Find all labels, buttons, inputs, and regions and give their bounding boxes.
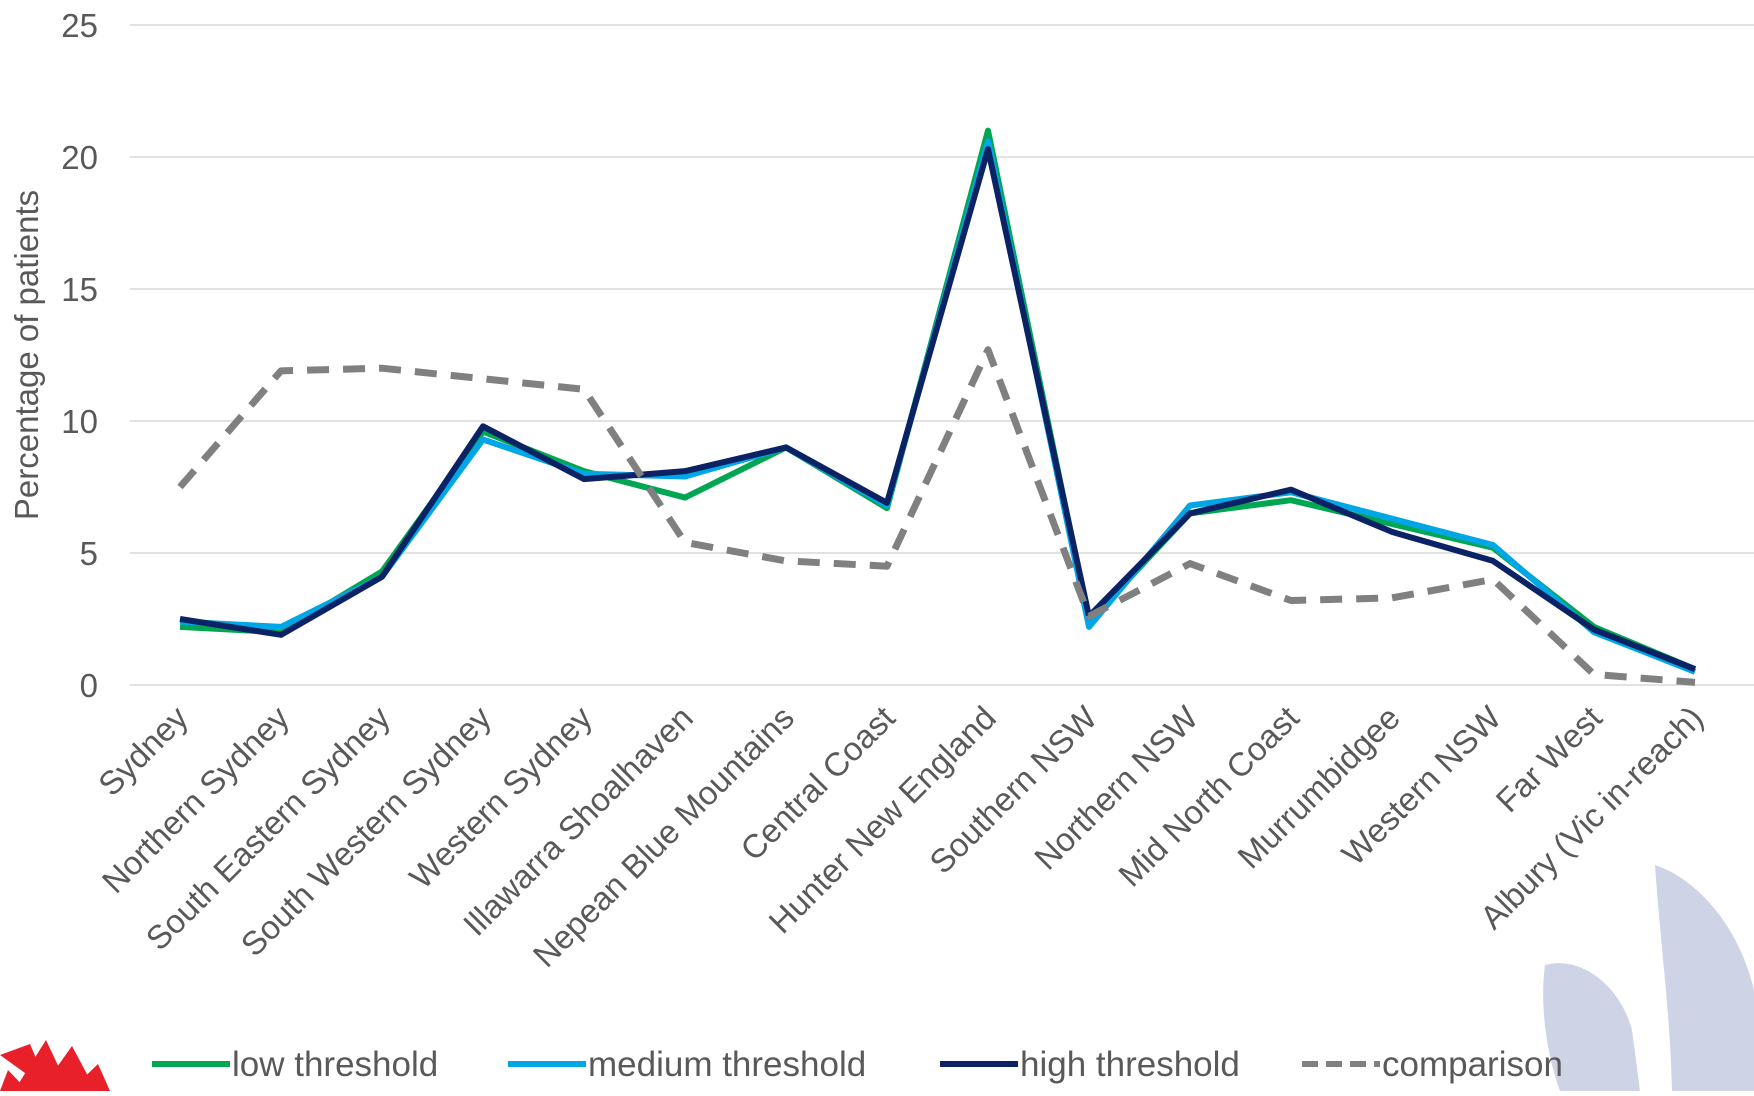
y-tick-label: 20 [61,139,98,176]
x-tick-label: Mid North Coast [1111,699,1306,894]
x-tick-label: Western Sydney [402,698,599,895]
y-tick-label: 25 [61,7,98,44]
series-line-high-threshold [179,146,1697,672]
series-line-low-threshold [179,127,1697,672]
y-tick-label: 15 [61,271,98,308]
legend-label: medium threshold [588,1045,866,1084]
legend-label: comparison [1382,1045,1563,1084]
legend-label: high threshold [1020,1045,1240,1084]
y-axis-ticks: 0 5 10 15 20 25 [61,7,98,704]
series-line-medium-threshold [179,138,1697,675]
watermark-petal [1543,963,1640,1091]
legend: low threshold medium threshold high thresh… [152,1045,1563,1084]
y-axis-label: Percentage of patients [8,190,45,520]
watermark [1543,865,1754,1091]
x-tick-label: Sydney [91,698,195,802]
y-tick-label: 10 [61,403,98,440]
y-tick-label: 5 [80,535,98,572]
watermark-petal [1655,865,1754,1091]
nsw-waratah-logo [0,1040,110,1091]
legend-label: low threshold [232,1045,438,1084]
x-tick-label: Northern Sydney [95,698,297,900]
series-lines [177,127,1697,686]
logo-petal [0,1070,28,1091]
gridlines [130,24,1754,686]
y-tick-label: 0 [80,667,98,704]
series-line-comparison [177,346,1696,686]
logo-petal [70,1064,110,1091]
